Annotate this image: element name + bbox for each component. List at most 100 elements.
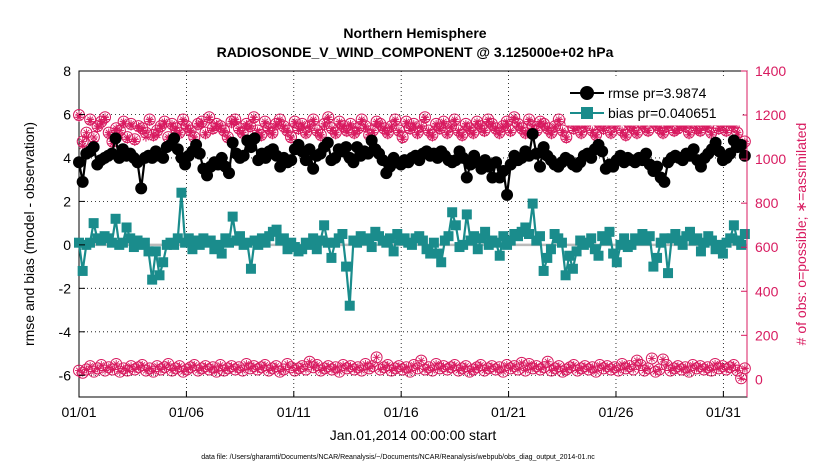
rmse-point <box>658 175 671 188</box>
possible-obs-star <box>205 365 214 374</box>
bias-point <box>728 220 739 231</box>
possible-obs-star <box>145 364 154 373</box>
assimilated-obs-point <box>286 134 296 144</box>
possible-obs-point <box>415 354 428 367</box>
possible-obs-star <box>506 364 515 373</box>
chart-title: Northern Hemisphere <box>343 25 486 41</box>
possible-obs-star <box>301 365 310 374</box>
assimilated-obs-point <box>595 121 605 131</box>
bias-point <box>337 229 348 239</box>
x-tick-label: 01/01 <box>61 404 96 420</box>
assimilated-obs-point <box>126 121 136 131</box>
possible-obs-point <box>686 359 699 372</box>
rmse-point <box>651 160 664 173</box>
assimilated-obs-point <box>732 130 742 140</box>
bias-point <box>571 246 582 257</box>
assimilated-obs-point <box>498 123 508 133</box>
possible-obs-star <box>651 367 660 376</box>
possible-obs-star <box>394 362 403 371</box>
possible-obs-point <box>199 360 212 373</box>
y-tick-label-right: 400 <box>755 283 779 299</box>
possible-obs-star <box>257 363 266 372</box>
possible-obs-point <box>151 360 164 373</box>
possible-obs-star <box>160 363 169 372</box>
assimilated-obs-point <box>320 121 330 131</box>
possible-obs-point <box>162 357 175 370</box>
possible-obs-star <box>112 359 121 368</box>
possible-obs-star <box>268 364 277 373</box>
assimilated-obs-point <box>160 119 170 129</box>
y-tick-label: 0 <box>63 237 71 253</box>
possible-obs-star <box>688 361 697 370</box>
bias-point <box>245 263 256 274</box>
possible-obs-star <box>353 363 362 372</box>
x-tick-label: 01/26 <box>598 404 633 420</box>
possible-obs-star <box>476 361 485 370</box>
bias-point <box>545 244 556 255</box>
possible-obs-point <box>735 372 748 385</box>
possible-obs-point <box>541 355 554 368</box>
assimilated-obs-point <box>446 123 456 133</box>
bias-point <box>695 246 706 257</box>
possible-obs-star <box>149 367 158 376</box>
possible-obs-circle <box>530 360 543 373</box>
bias-point <box>341 261 352 272</box>
bias-point <box>315 235 326 246</box>
bias-point <box>143 246 154 257</box>
possible-obs-point <box>601 360 614 373</box>
assimilated-obs-point <box>379 125 389 135</box>
possible-obs-star <box>692 364 701 373</box>
assimilated-obs-point <box>234 125 244 135</box>
possible-obs-point <box>515 356 528 369</box>
bias-point <box>213 239 224 250</box>
bias-point <box>106 237 117 248</box>
possible-obs-circle <box>333 365 346 378</box>
possible-obs-star <box>517 358 526 367</box>
possible-obs-star <box>536 365 545 374</box>
assimilated-obs-point <box>249 114 259 124</box>
assimilated-obs-point <box>119 119 129 129</box>
possible-obs-star <box>502 361 511 370</box>
assimilated-obs-point <box>591 132 601 142</box>
rmse-point <box>248 132 261 145</box>
bias-point <box>388 246 399 257</box>
legend-rmse-marker <box>580 86 594 100</box>
possible-obs-circle <box>415 354 428 367</box>
x-axis-label: Jan.01,2014 00:00:00 start <box>330 427 497 443</box>
legend-bias-marker <box>581 107 593 119</box>
bias-point <box>663 268 674 279</box>
assimilated-obs-point <box>598 125 608 135</box>
possible-obs-star <box>249 362 258 371</box>
possible-obs-star <box>309 363 318 372</box>
possible-obs-star <box>190 361 199 370</box>
possible-obs-star <box>558 367 567 376</box>
possible-obs-star <box>737 374 746 383</box>
assimilated-obs-point <box>461 121 471 131</box>
possible-obs-circle <box>515 356 528 369</box>
possible-obs-circle <box>110 357 123 370</box>
possible-obs-point <box>642 362 655 375</box>
rmse-point <box>340 141 353 154</box>
assimilated-obs-point <box>130 136 140 146</box>
possible-obs-star <box>313 361 322 370</box>
assimilated-obs-point <box>85 117 95 127</box>
possible-obs-circle <box>738 362 751 375</box>
possible-obs-star <box>629 365 638 374</box>
possible-obs-star <box>387 366 396 375</box>
assimilated-obs-point <box>457 132 467 142</box>
assimilated-obs-point <box>171 125 181 135</box>
assimilated-obs-point <box>312 128 322 138</box>
assimilated-obs-point <box>643 128 653 138</box>
assimilated-obs-point <box>227 119 237 129</box>
assimilated-obs-point <box>721 128 731 138</box>
assimilated-obs-point <box>100 114 110 124</box>
assimilated-obs-point <box>267 130 277 140</box>
assimilated-obs-point <box>680 123 690 133</box>
possible-obs-star <box>93 364 102 373</box>
possible-obs-star <box>714 364 723 373</box>
possible-obs-point <box>210 365 223 378</box>
possible-obs-point <box>366 360 379 373</box>
possible-obs-star <box>644 364 653 373</box>
possible-obs-point <box>407 359 420 372</box>
possible-obs-star <box>740 364 749 373</box>
